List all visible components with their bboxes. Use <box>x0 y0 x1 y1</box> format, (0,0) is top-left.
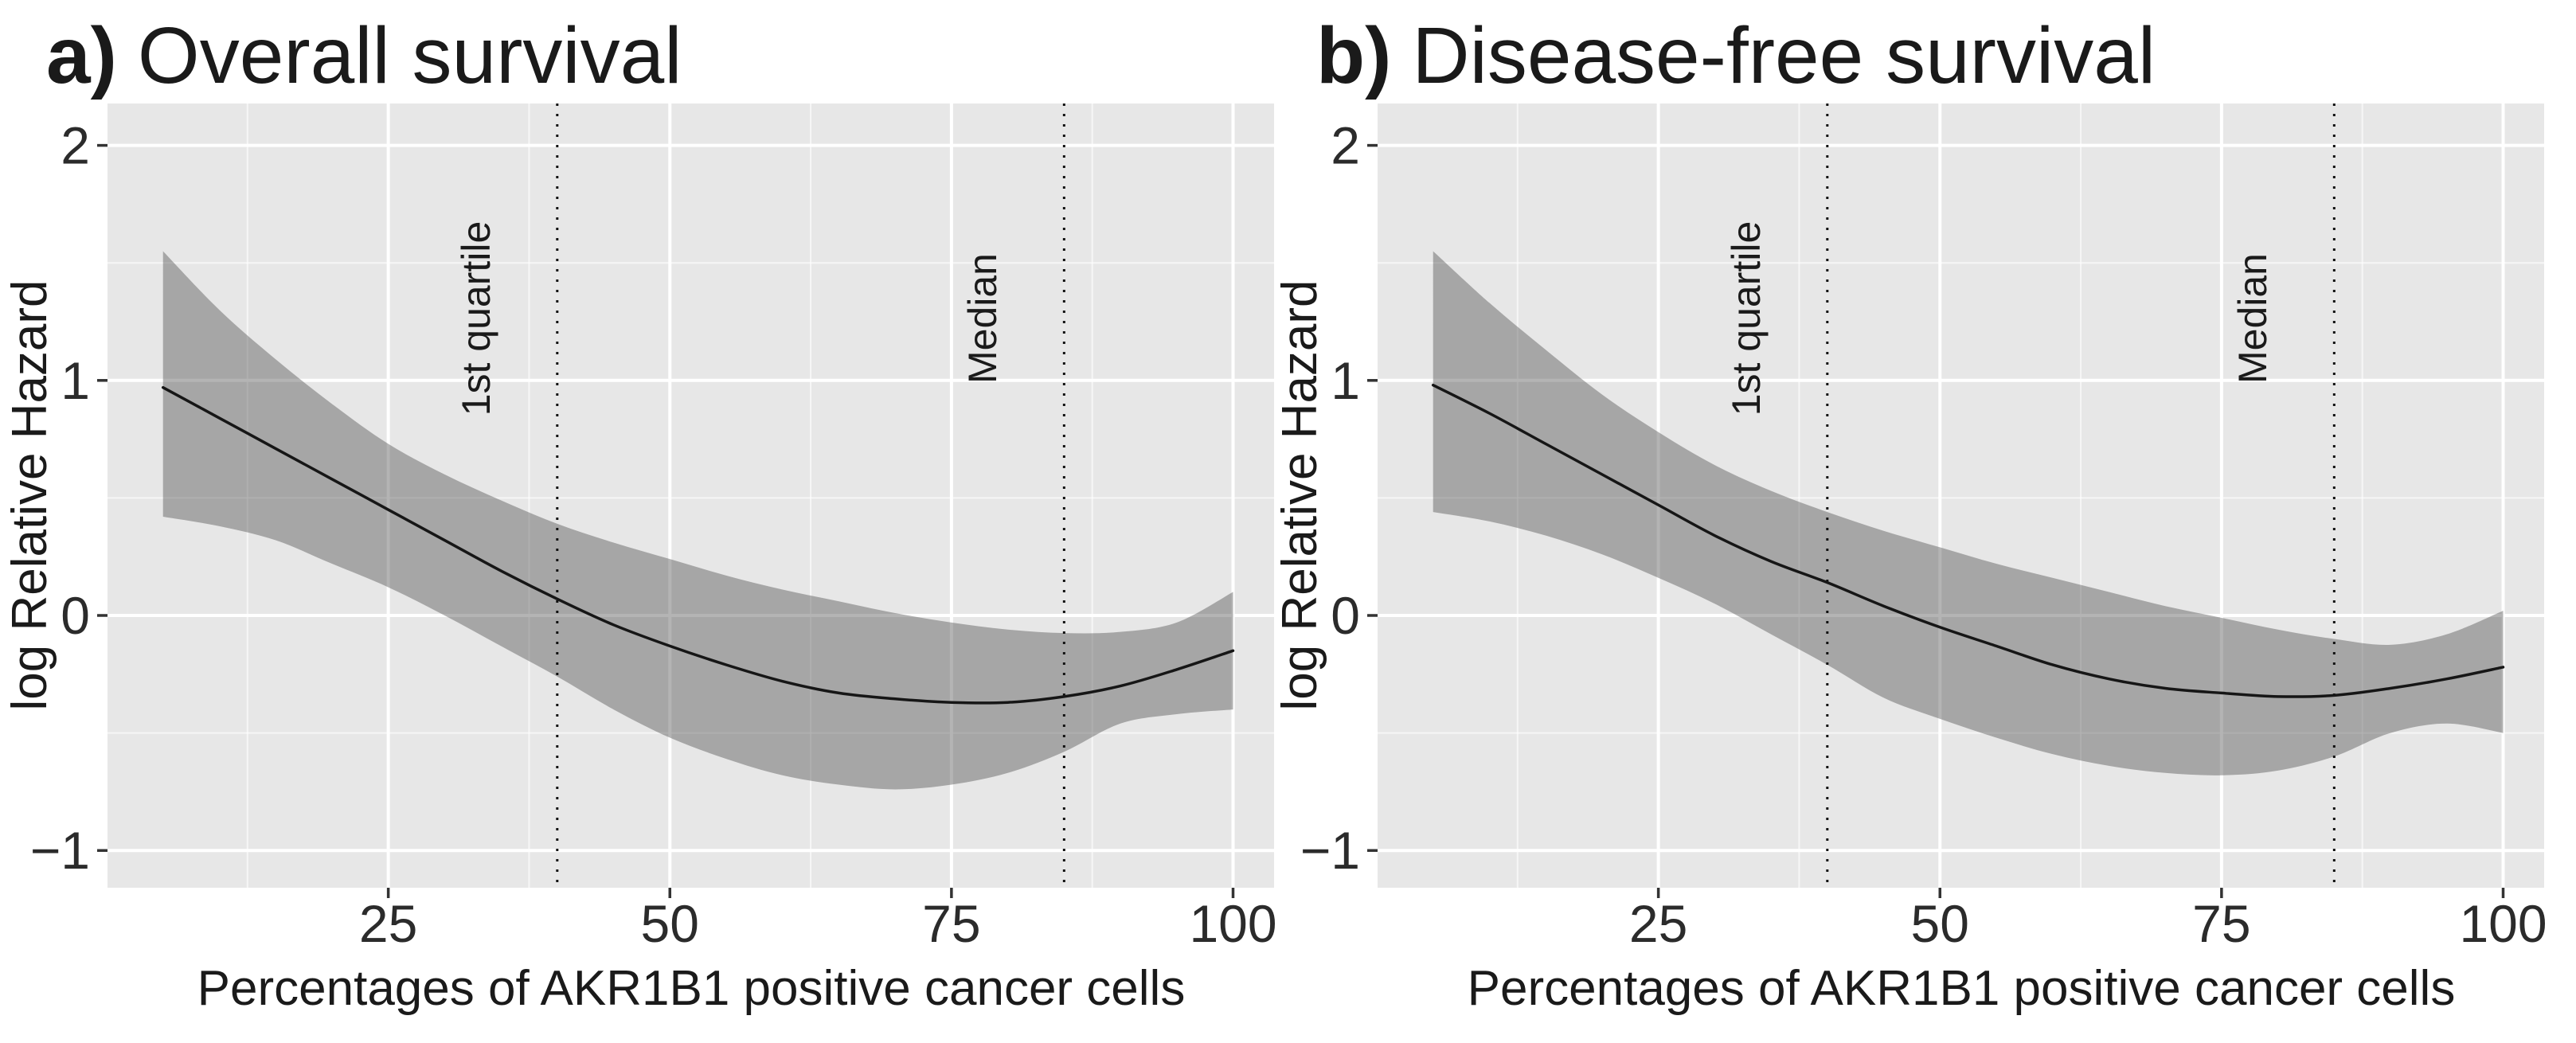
x-tick-label: 100 <box>1189 894 1276 953</box>
panel-a-x-axis-title: Percentages of AKR1B1 positive cancer ce… <box>197 961 1186 1016</box>
x-tick-label: 100 <box>2459 894 2547 953</box>
panel-b-title-text: Disease-free survival <box>1412 11 2156 100</box>
x-tick-label: 50 <box>641 894 699 953</box>
panel-b: 25 50 75 100 2 1 0 −1 <box>1300 104 2547 953</box>
x-tick-label: 25 <box>1629 894 1687 953</box>
panel-a-median-label: Median <box>960 253 1005 384</box>
panel-a-first-quartile-label: 1st quartile <box>454 221 498 416</box>
y-tick-label: 0 <box>1331 586 1360 645</box>
y-tick-label: −1 <box>30 821 90 880</box>
confidence-band <box>1433 251 2504 775</box>
hazard-curve <box>1431 383 2505 698</box>
x-tick-label: 25 <box>359 894 417 953</box>
plot-background <box>107 104 1274 888</box>
panel-b-tag: b) <box>1316 11 1391 100</box>
panel-b-median-label: Median <box>2230 253 2275 384</box>
y-tick-label: −1 <box>1300 821 1360 880</box>
panel-a-title-text: Overall survival <box>138 11 682 100</box>
panel-a-tag: a) <box>46 11 117 100</box>
y-tick-label: 0 <box>61 586 90 645</box>
x-tick-label: 50 <box>1911 894 1969 953</box>
figure-labels: a) Overall survival b) Disease-free surviv… <box>2 11 2455 1016</box>
panel-a-title: a) Overall survival <box>46 11 682 100</box>
hazard-curve <box>161 385 1235 705</box>
panel-b-y-axis-title: log Relative Hazard <box>1272 279 1327 710</box>
y-tick-label: 2 <box>1331 116 1360 175</box>
panel-a: 25 50 75 100 2 1 0 −1 <box>30 104 1277 953</box>
panel-b-title: b) Disease-free survival <box>1316 11 2156 100</box>
y-tick-label: 2 <box>61 116 90 175</box>
x-tick-label: 75 <box>2192 894 2250 953</box>
panel-a-y-axis-title: log Relative Hazard <box>2 279 57 710</box>
panel-b-first-quartile-label: 1st quartile <box>1724 221 1769 416</box>
y-tick-label: 1 <box>61 351 90 410</box>
plot-panels: 25 50 75 100 2 1 0 −1 25 50 75 100 2 1 0 −1 <box>30 104 2547 953</box>
confidence-band <box>162 251 1233 790</box>
y-tick-label: 1 <box>1331 351 1360 410</box>
plot-background <box>1378 104 2544 888</box>
x-tick-label: 75 <box>922 894 980 953</box>
panel-b-x-axis-title: Percentages of AKR1B1 positive cancer ce… <box>1468 961 2456 1016</box>
